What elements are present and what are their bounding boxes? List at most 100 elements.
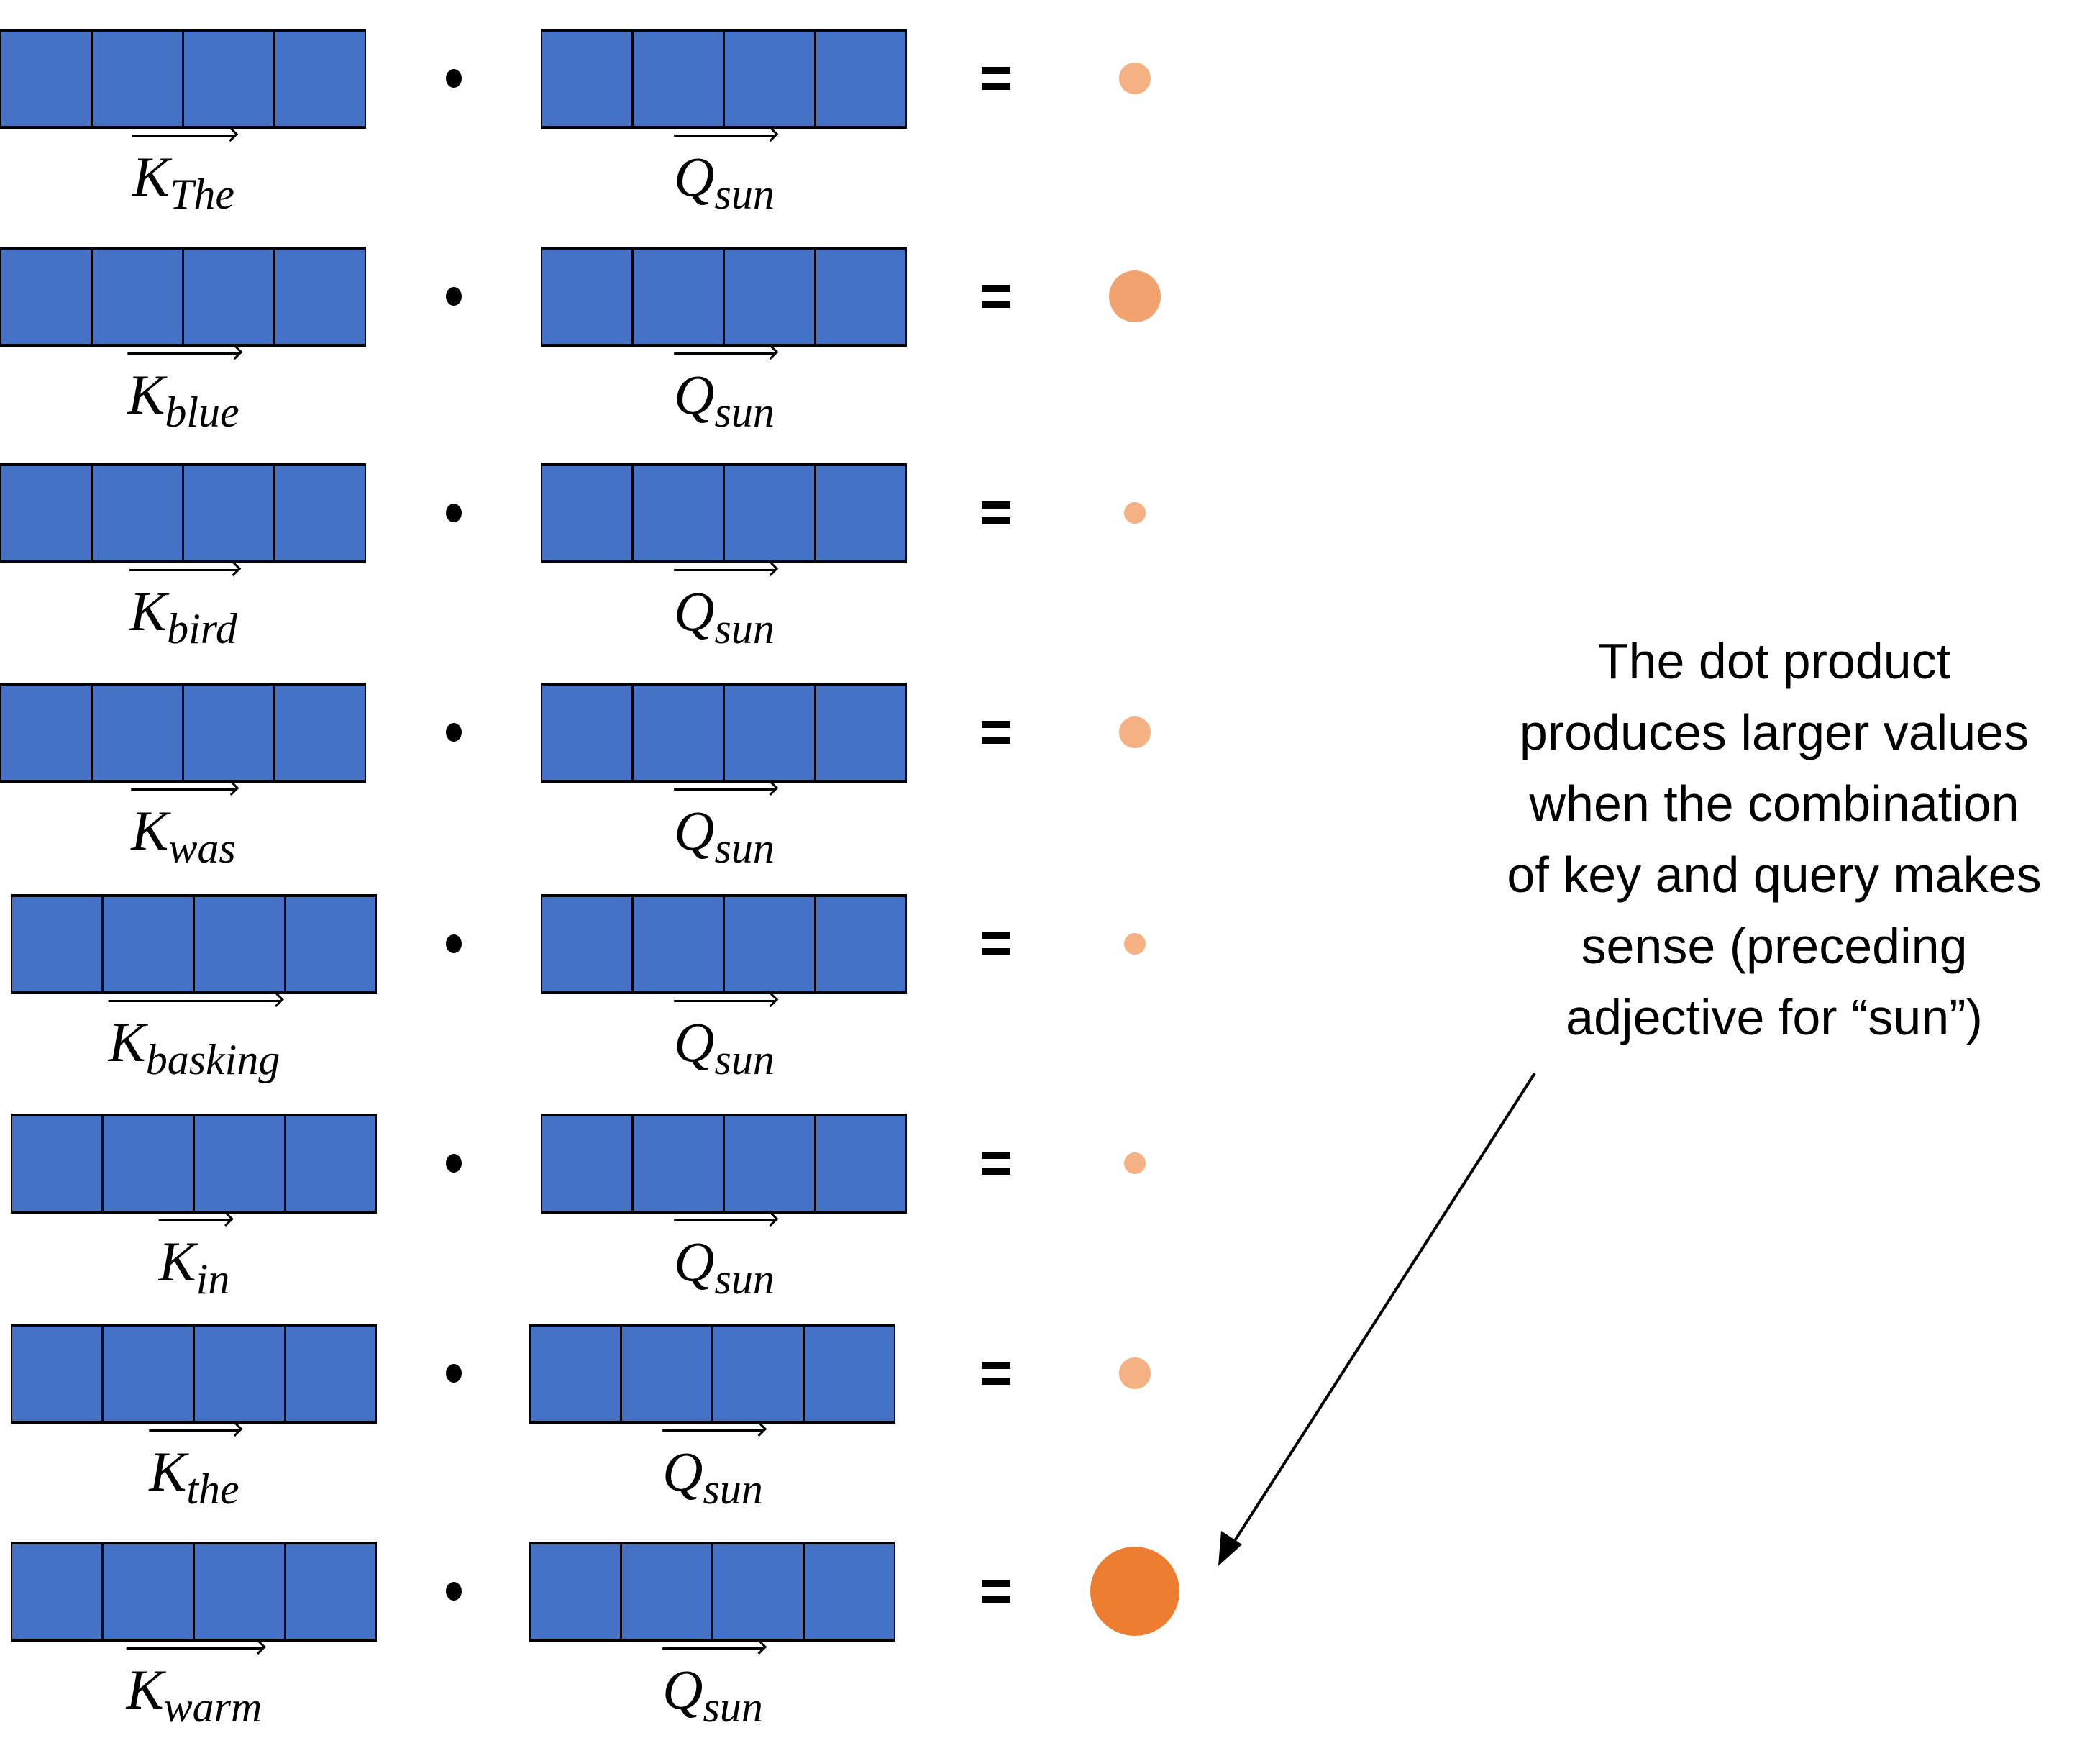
vector-arrow-icon <box>662 1429 763 1432</box>
vector-cell <box>93 250 184 344</box>
vector-arrow-icon <box>129 569 237 571</box>
vector-cell <box>531 1544 622 1639</box>
key-label: KThe <box>132 135 235 218</box>
score-circle <box>1119 1357 1151 1389</box>
symbol: Q <box>674 363 715 426</box>
query-label: Qsun <box>662 1429 763 1513</box>
vector-cell <box>622 1544 713 1639</box>
subscript: sun <box>714 1036 775 1083</box>
equals-sign <box>982 721 1010 752</box>
key-label: Kbird <box>129 569 237 652</box>
vector-cell <box>195 1327 286 1421</box>
symbol: Q <box>662 1440 703 1503</box>
score-circle <box>1124 1152 1146 1174</box>
vector-cell <box>542 1116 634 1211</box>
vector-arrow-icon <box>131 788 236 791</box>
subscript: bird <box>167 605 237 652</box>
query-label: Qsun <box>662 1647 763 1731</box>
vector-arrow-icon <box>674 352 775 355</box>
subscript: sun <box>714 605 775 652</box>
vector-cell <box>634 466 725 560</box>
annotation-line: adjective for “sun”) <box>1566 989 1983 1045</box>
dot-operator <box>446 1154 462 1173</box>
vector-cell <box>93 32 184 126</box>
subscript: warm <box>163 1683 262 1731</box>
equals-sign <box>982 67 1010 99</box>
subscript: in <box>196 1255 230 1303</box>
score-circle <box>1119 63 1151 94</box>
vector-cell <box>184 32 275 126</box>
subscript: sun <box>703 1683 763 1731</box>
vector-cell <box>195 897 286 991</box>
key-vector <box>0 683 366 783</box>
key-vector <box>11 1542 377 1642</box>
symbol: Q <box>674 145 715 208</box>
vector-cell <box>104 1327 195 1421</box>
score-circle <box>1109 270 1161 322</box>
key-vector <box>0 247 366 347</box>
vector-cell <box>1 32 93 126</box>
query-vector <box>541 247 907 347</box>
vector-cell <box>816 32 905 126</box>
key-label: Kwas <box>131 788 236 872</box>
vector-cell <box>725 897 816 991</box>
equals-sign <box>982 1152 1010 1183</box>
score-circle <box>1119 716 1151 748</box>
key-vector <box>11 1114 377 1214</box>
subscript: sun <box>703 1465 763 1513</box>
vector-cell <box>275 686 365 780</box>
query-label: Qsun <box>674 352 775 436</box>
key-label: Kin <box>158 1219 230 1303</box>
score-circle <box>1124 502 1146 524</box>
vector-cell <box>725 466 816 560</box>
vector-cell <box>816 250 905 344</box>
dot-operator <box>446 1582 462 1601</box>
subscript: the <box>186 1465 239 1513</box>
subscript: was <box>168 824 236 872</box>
vector-cell <box>816 466 905 560</box>
vector-cell <box>634 897 725 991</box>
subscript: sun <box>714 170 775 218</box>
symbol: Q <box>674 1230 715 1293</box>
subscript: basking <box>145 1036 280 1083</box>
key-label: Kwarm <box>126 1647 262 1731</box>
symbol: Q <box>674 580 715 642</box>
vector-cell <box>634 686 725 780</box>
subscript: sun <box>714 388 775 436</box>
key-vector <box>11 1324 377 1424</box>
vector-cell <box>1 686 93 780</box>
vector-cell <box>12 1544 104 1639</box>
query-label: Qsun <box>674 1000 775 1083</box>
equals-sign <box>982 1580 1010 1611</box>
vector-cell <box>275 250 365 344</box>
annotation-line: The dot product <box>1597 633 1951 689</box>
vector-cell <box>725 686 816 780</box>
vector-cell <box>195 1544 286 1639</box>
equals-sign <box>982 501 1010 533</box>
vector-arrow-icon <box>132 135 235 137</box>
arrowhead-icon <box>1218 1531 1242 1566</box>
dot-operator <box>446 504 462 522</box>
symbol: K <box>131 799 169 862</box>
query-label: Qsun <box>674 135 775 218</box>
vector-cell <box>542 897 634 991</box>
vector-arrow-icon <box>126 1647 262 1650</box>
vector-cell <box>542 466 634 560</box>
vector-cell <box>275 466 365 560</box>
vector-cell <box>275 32 365 126</box>
vector-arrow-icon <box>674 788 775 791</box>
key-vector <box>0 463 366 563</box>
query-vector <box>541 683 907 783</box>
vector-arrow-icon <box>674 135 775 137</box>
subscript: sun <box>714 824 775 872</box>
symbol: Q <box>674 799 715 862</box>
query-vector <box>541 463 907 563</box>
vector-arrow-icon <box>674 1219 775 1221</box>
vector-cell <box>12 1327 104 1421</box>
equals-sign <box>982 285 1010 317</box>
query-vector <box>541 1114 907 1214</box>
vector-cell <box>184 686 275 780</box>
vector-cell <box>12 1116 104 1211</box>
